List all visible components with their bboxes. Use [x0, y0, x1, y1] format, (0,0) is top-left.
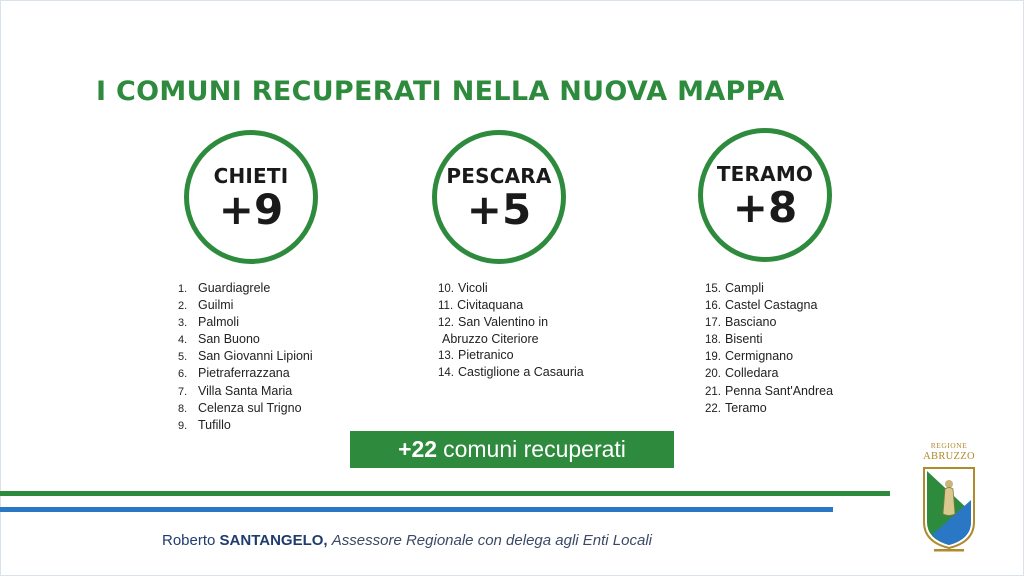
list-item-number: 17.: [705, 317, 721, 330]
list-item: 18. Bisenti: [705, 331, 833, 348]
total-label: comuni recuperati: [443, 436, 626, 462]
list-item-number: 7.: [178, 385, 188, 398]
list-item: 22. Teramo: [705, 400, 833, 417]
list-item-number: 1.: [178, 283, 188, 295]
list-item: 19. Cermignano: [705, 348, 833, 365]
list-item-number: 13.: [438, 350, 454, 363]
list-item-number: 5.: [178, 351, 188, 364]
list-item-name: Guilmi: [198, 298, 234, 313]
coat-of-arms-icon: [923, 467, 975, 552]
logo-line1: REGIONE: [930, 441, 968, 450]
list-item: Abruzzo Citeriore: [438, 331, 584, 347]
list-item-number: 11.: [438, 300, 454, 313]
list-item-number: 19.: [705, 351, 721, 364]
province-count: +9: [218, 185, 284, 234]
list-item-name: San Buono: [198, 332, 260, 347]
regione-abruzzo-logo: REGIONE ABRUZZO: [916, 440, 982, 552]
list-item: 3. Palmoli: [178, 314, 313, 331]
list-item: 6. Pietraferrazzana: [178, 365, 313, 382]
list-item: 13. Pietranico: [438, 347, 584, 364]
list-item-number: 18.: [705, 334, 721, 347]
list-item: 9. Tufillo: [178, 417, 313, 434]
list-item-number: 22.: [705, 402, 721, 415]
list-item-number: 12.: [438, 317, 454, 330]
list-item: 8. Celenza sul Trigno: [178, 400, 313, 417]
list-item-number: 15.: [705, 283, 721, 295]
list-item-number: 6.: [178, 368, 188, 381]
list-item-name: Teramo: [725, 400, 767, 415]
province-count: +5: [466, 185, 532, 234]
list-item-name: Villa Santa Maria: [198, 383, 293, 398]
pescara-circle: PESCARA +5: [432, 130, 566, 264]
slide-title: I COMUNI RECUPERATI NELLA NUOVA MAPPA: [96, 76, 785, 107]
list-item: 12. San Valentino in: [438, 314, 584, 331]
divider-blue: [0, 507, 833, 512]
province-name: PESCARA: [446, 164, 552, 188]
province-name: CHIETI: [213, 164, 289, 188]
list-item-number: 21.: [705, 385, 721, 398]
list-item-number: 2.: [178, 300, 188, 313]
list-item: 14. Castiglione a Casauria: [438, 364, 584, 381]
list-item-name: Tufillo: [198, 417, 231, 432]
list-item-name: Penna Sant'Andrea: [725, 383, 834, 398]
logo-text: REGIONE ABRUZZO: [916, 440, 982, 462]
list-item-name: Colledara: [725, 366, 779, 381]
teramo-list: 15. Campli 16. Castel Castagna 17. Basciano 18…: [705, 280, 833, 417]
chieti-circle: CHIETI +9: [184, 130, 318, 264]
logo-line2: ABRUZZO: [923, 451, 975, 462]
chieti-list: 1. Guardiagrele 2. Guilmi 3. Palmoli 4. San Buo…: [178, 280, 313, 434]
speaker-first-name: Roberto: [162, 532, 216, 549]
divider-green: [0, 491, 890, 496]
list-item-name: Castel Castagna: [725, 298, 818, 313]
list-item-name: Cermignano: [725, 349, 794, 364]
list-item: 11. Civitaquana: [438, 297, 584, 314]
list-item-number: 20.: [705, 368, 721, 381]
list-item: 5. San Giovanni Lipioni: [178, 348, 313, 365]
list-item-name: Pietranico: [458, 348, 514, 363]
total-number: +22: [398, 436, 438, 462]
list-item: 20. Colledara: [705, 365, 833, 382]
list-item: 1. Guardiagrele: [178, 280, 313, 297]
province-count: +8: [732, 183, 798, 232]
list-item-name: Guardiagrele: [198, 281, 271, 295]
list-item-name: Campli: [725, 281, 764, 295]
list-item: 16. Castel Castagna: [705, 297, 833, 314]
list-item-number: 14.: [438, 367, 454, 380]
speaker-name: Roberto SANTANGELO,: [162, 532, 332, 549]
list-item-number: 9.: [178, 419, 188, 432]
list-item-name: Civitaquana: [457, 298, 524, 313]
list-item-name: Abruzzo Citeriore: [442, 332, 539, 347]
speaker-role: Assessore Regionale con delega agli Enti…: [331, 532, 652, 549]
list-item: 15. Campli: [705, 280, 833, 297]
list-item-name: Bisenti: [725, 332, 763, 347]
list-item: 10. Vicoli: [438, 280, 584, 297]
list-item-name: Pietraferrazzana: [198, 366, 290, 381]
list-item-number: 16.: [705, 300, 721, 313]
list-item-name: Castiglione a Casauria: [458, 365, 584, 380]
list-item-name: San Giovanni Lipioni: [198, 349, 313, 364]
province-name: TERAMO: [716, 162, 814, 186]
list-item: 7. Villa Santa Maria: [178, 383, 313, 400]
list-item-number: 4.: [178, 334, 188, 347]
list-item-name: Palmoli: [198, 315, 239, 330]
teramo-circle: TERAMO +8: [698, 128, 832, 262]
list-item-name: Vicoli: [458, 281, 488, 295]
list-item-name: Basciano: [725, 315, 777, 330]
list-item-name: San Valentino in: [458, 315, 549, 330]
speaker-last-name: SANTANGELO,: [219, 532, 328, 549]
list-item-name: Celenza sul Trigno: [198, 400, 302, 415]
total-banner: +22 comuni recuperati: [350, 431, 674, 468]
list-item-number: 3.: [178, 317, 188, 330]
list-item: 2. Guilmi: [178, 297, 313, 314]
list-item: 4. San Buono: [178, 331, 313, 348]
list-item-number: 10.: [438, 283, 454, 295]
list-item-number: 8.: [178, 402, 188, 415]
list-item: 21. Penna Sant'Andrea: [705, 383, 833, 400]
pescara-list: 10. Vicoli 11. Civitaquana 12. San Valentino …: [438, 280, 584, 382]
list-item: 17. Basciano: [705, 314, 833, 331]
footer-credit: Roberto SANTANGELO, Assessore Regionale …: [162, 532, 652, 549]
